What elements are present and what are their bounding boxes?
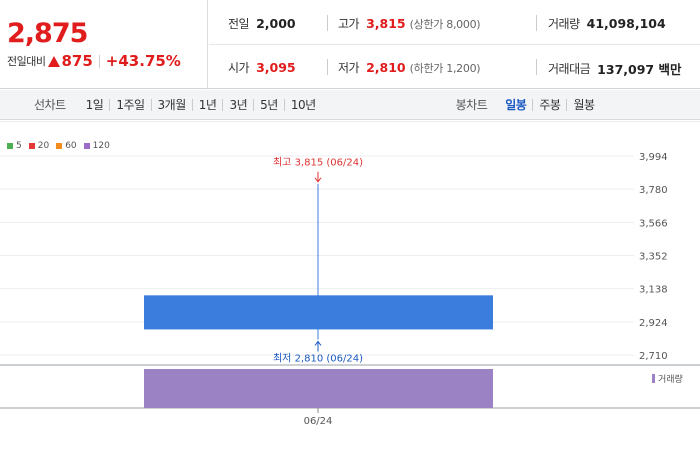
legend-item-ma60: 60 bbox=[56, 141, 77, 151]
legend-item-ma5: 5 bbox=[7, 141, 22, 151]
volume-legend-swatch bbox=[652, 374, 655, 383]
row-divider bbox=[209, 44, 700, 45]
prev-close-value: 2,000 bbox=[256, 16, 296, 31]
period-toolbar: 선차트 1일 1주일 3개월 1년 3년 5년 10년 봉차트 일봉 주봉 월봉 bbox=[0, 90, 700, 120]
legend-swatch bbox=[56, 143, 63, 149]
open-label: 시가 bbox=[228, 61, 250, 75]
line-chart-label: 선차트 bbox=[34, 98, 66, 112]
trade-amount: 거래대금 137,097 백만 bbox=[548, 59, 681, 78]
high-value: 3,815 bbox=[366, 16, 406, 31]
low-price: 저가 2,810 (하한가 1,200) bbox=[338, 59, 481, 76]
change-row: 전일대비 875 +43.75% bbox=[7, 52, 181, 70]
upper-limit-note: (상한가 8,000) bbox=[409, 17, 481, 31]
legend-label: 60 bbox=[65, 141, 77, 151]
candle-body bbox=[144, 295, 493, 330]
low-value: 2,810 bbox=[366, 60, 406, 75]
divider bbox=[327, 15, 328, 31]
y-tick-label: 3,566 bbox=[639, 218, 668, 229]
y-tick-label: 3,780 bbox=[639, 185, 668, 196]
legend-swatch bbox=[28, 143, 35, 149]
y-tick-label: 3,352 bbox=[639, 252, 668, 263]
y-tick-label: 3,994 bbox=[639, 152, 668, 163]
divider bbox=[150, 98, 152, 111]
divider bbox=[532, 98, 534, 111]
divider bbox=[327, 59, 328, 75]
period-10y[interactable]: 10년 bbox=[290, 98, 316, 112]
divider bbox=[253, 98, 255, 111]
change-rate: +43.75% bbox=[105, 52, 181, 70]
up-triangle-icon bbox=[48, 55, 61, 67]
volume-label: 거래량 bbox=[548, 17, 580, 31]
low-annotation: 최저 2,810 (06/24) bbox=[273, 353, 363, 365]
price-box: 2,875 전일대비 875 +43.75% bbox=[0, 0, 208, 89]
divider bbox=[536, 59, 537, 75]
tab-weekly[interactable]: 주봉 bbox=[539, 98, 561, 112]
volume-legend-label: 거래량 bbox=[658, 373, 683, 385]
y-tick-label: 3,138 bbox=[639, 285, 668, 296]
high-arrow-icon bbox=[314, 171, 322, 183]
tab-monthly[interactable]: 월봉 bbox=[573, 98, 595, 112]
open-price: 시가 3,095 bbox=[228, 59, 296, 76]
volume: 거래량 41,098,104 bbox=[548, 15, 666, 32]
change-value: 875 bbox=[61, 52, 93, 70]
amount-value: 137,097 백만 bbox=[597, 62, 682, 77]
divider bbox=[566, 98, 568, 111]
period-5y[interactable]: 5년 bbox=[260, 98, 278, 112]
low-arrow-icon bbox=[314, 340, 322, 352]
legend-label: 5 bbox=[16, 141, 22, 151]
legend-swatch bbox=[83, 143, 90, 149]
amount-label: 거래대금 bbox=[548, 62, 591, 76]
quote-panel: 2,875 전일대비 875 +43.75% 전일 2,000 시가 3,095… bbox=[0, 0, 700, 89]
period-1w[interactable]: 1주일 bbox=[116, 98, 145, 112]
period-3m[interactable]: 3개월 bbox=[157, 98, 187, 112]
divider bbox=[109, 98, 111, 111]
volume-bar bbox=[144, 369, 493, 408]
candle-chart-label: 봉차트 bbox=[455, 98, 488, 112]
high-price: 고가 3,815 (상한가 8,000) bbox=[338, 15, 481, 32]
lower-limit-note: (하한가 1,200) bbox=[409, 61, 481, 75]
divider bbox=[536, 15, 537, 31]
divider bbox=[283, 98, 285, 111]
divider bbox=[222, 98, 224, 111]
period-3y[interactable]: 3년 bbox=[229, 98, 248, 112]
open-value: 3,095 bbox=[256, 60, 296, 75]
legend-label: 120 bbox=[92, 141, 110, 151]
volume-value: 41,098,104 bbox=[586, 16, 666, 31]
y-tick-label: 2,924 bbox=[639, 318, 668, 329]
chart-legend: 5 20 60 120 bbox=[7, 141, 117, 151]
low-label: 저가 bbox=[338, 61, 360, 75]
period-1y[interactable]: 1년 bbox=[198, 98, 217, 112]
legend-label: 20 bbox=[37, 141, 50, 151]
prev-close-label: 전일 bbox=[228, 17, 250, 31]
tab-daily[interactable]: 일봉 bbox=[505, 98, 527, 112]
y-tick-label: 2,710 bbox=[639, 351, 668, 362]
divider bbox=[98, 54, 100, 68]
legend-swatch bbox=[7, 143, 13, 149]
price-chart: 3,994 3,780 3,566 3,352 3,138 2,924 2,710 최고 3,… bbox=[0, 121, 700, 427]
prev-close: 전일 2,000 bbox=[228, 15, 296, 32]
current-price: 2,875 bbox=[7, 18, 88, 49]
period-1d[interactable]: 1일 bbox=[85, 98, 104, 112]
high-annotation: 최고 3,815 (06/24) bbox=[273, 157, 363, 169]
change-label: 전일대비 bbox=[7, 55, 46, 68]
x-tick-label: 06/24 bbox=[304, 416, 333, 427]
legend-item-ma20: 20 bbox=[28, 141, 50, 151]
high-label: 고가 bbox=[338, 17, 360, 31]
legend-item-ma120: 120 bbox=[83, 141, 110, 151]
divider bbox=[191, 98, 193, 111]
